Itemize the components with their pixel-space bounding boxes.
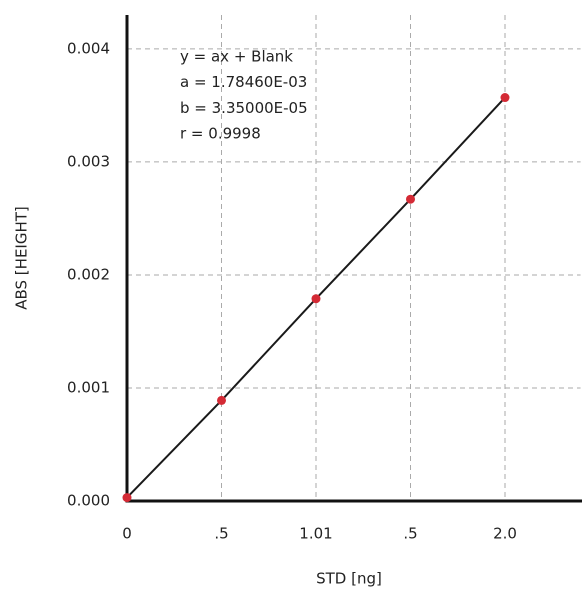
x-tick-label: 2.0 bbox=[493, 525, 517, 543]
x-tick-label: 0 bbox=[122, 525, 132, 543]
x-tick-label: .5 bbox=[403, 525, 417, 543]
data-point bbox=[122, 493, 132, 503]
data-point bbox=[311, 294, 321, 304]
annotation: b = 3.35000E-05 bbox=[180, 99, 308, 117]
y-tick-label: 0.004 bbox=[67, 39, 110, 57]
data-point bbox=[406, 194, 415, 204]
annotation: a = 1.78460E-03 bbox=[180, 73, 307, 91]
annotation: y = ax + Blank bbox=[180, 48, 293, 66]
data-point bbox=[500, 93, 510, 103]
y-tick-label: 0.002 bbox=[67, 265, 110, 283]
y-tick-label: 0.003 bbox=[67, 152, 110, 170]
data-point bbox=[217, 395, 226, 405]
y-tick-label: 0.000 bbox=[67, 492, 110, 510]
annotation: r = 0.9998 bbox=[180, 125, 261, 143]
x-tick-label: .5 bbox=[214, 525, 228, 543]
y-axis-label: ABS [HEIGHT] bbox=[13, 206, 31, 310]
y-tick-label: 0.001 bbox=[67, 378, 110, 396]
x-tick-label: 1.01 bbox=[299, 525, 332, 543]
x-axis-label: STD [ng] bbox=[316, 570, 382, 588]
